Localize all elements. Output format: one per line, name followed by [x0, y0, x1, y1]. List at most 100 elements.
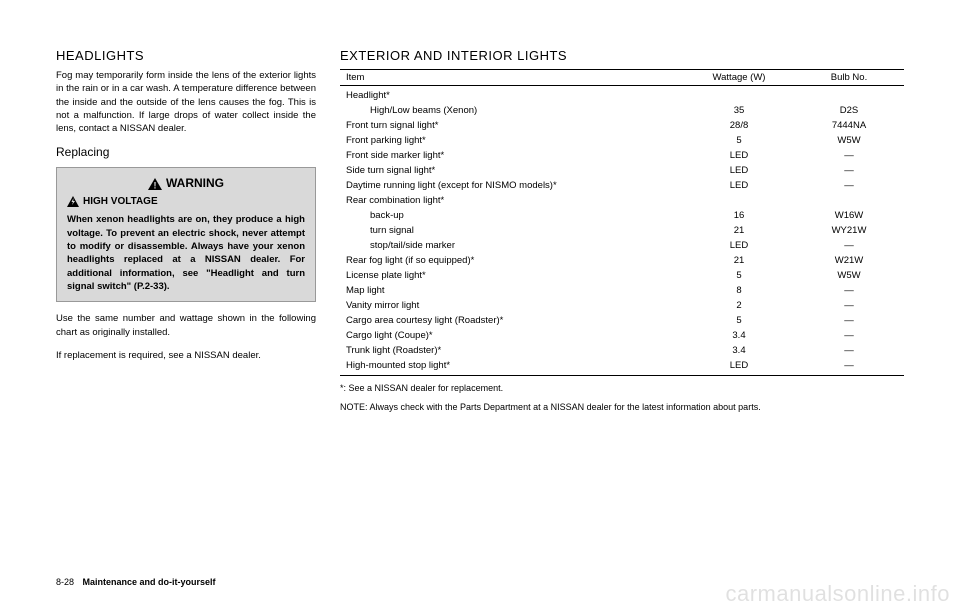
high-voltage-text: HIGH VOLTAGE	[83, 196, 158, 207]
table-row: Front turn signal light*28/87444NA	[340, 118, 904, 133]
table-row: Map light8—	[340, 283, 904, 298]
page-footer: 8-28 Maintenance and do-it-yourself	[56, 577, 216, 587]
cell-item: turn signal	[340, 223, 684, 238]
cell-item: Front side marker light*	[340, 148, 684, 163]
table-row: High/Low beams (Xenon)35D2S	[340, 103, 904, 118]
footer-title: Maintenance and do-it-yourself	[83, 577, 216, 587]
cell-item: Trunk light (Roadster)*	[340, 343, 684, 358]
cell-item: Side turn signal light*	[340, 163, 684, 178]
cell-item: Headlight*	[340, 86, 684, 104]
table-row: turn signal21WY21W	[340, 223, 904, 238]
cell-bulb: —	[794, 148, 904, 163]
table-row: Trunk light (Roadster)*3.4—	[340, 343, 904, 358]
cell-wattage: 2	[684, 298, 794, 313]
page-number: 8-28	[56, 577, 74, 587]
lights-table: Item Wattage (W) Bulb No. Headlight*High…	[340, 69, 904, 376]
cell-item: High/Low beams (Xenon)	[340, 103, 684, 118]
cell-bulb: W5W	[794, 268, 904, 283]
table-row: Cargo light (Coupe)*3.4—	[340, 328, 904, 343]
table-row: High-mounted stop light*LED—	[340, 358, 904, 376]
cell-wattage: LED	[684, 358, 794, 376]
cell-bulb	[794, 193, 904, 208]
cell-item: Rear combination light*	[340, 193, 684, 208]
table-row: back-up16W16W	[340, 208, 904, 223]
table-row: Front side marker light*LED—	[340, 148, 904, 163]
cell-item: Front parking light*	[340, 133, 684, 148]
footnote-2: NOTE: Always check with the Parts Depart…	[340, 401, 904, 414]
cell-wattage: 35	[684, 103, 794, 118]
table-row: Rear fog light (if so equipped)*21W21W	[340, 253, 904, 268]
right-column: EXTERIOR AND INTERIOR LIGHTS Item Wattag…	[340, 48, 904, 413]
cell-bulb: —	[794, 163, 904, 178]
cell-wattage: LED	[684, 148, 794, 163]
replacing-heading: Replacing	[56, 145, 316, 159]
warning-box: ! WARNING HIGH VOLTAGE When xenon headlig…	[56, 167, 316, 302]
table-row: Side turn signal light*LED—	[340, 163, 904, 178]
cell-bulb: —	[794, 328, 904, 343]
cell-bulb: —	[794, 343, 904, 358]
cell-wattage: 3.4	[684, 328, 794, 343]
cell-wattage: 5	[684, 313, 794, 328]
warning-title-text: WARNING	[166, 176, 224, 190]
table-row: Vanity mirror light2—	[340, 298, 904, 313]
cell-bulb: W16W	[794, 208, 904, 223]
table-row: License plate light*5W5W	[340, 268, 904, 283]
headlights-heading: HEADLIGHTS	[56, 48, 316, 63]
table-row: Daytime running light (except for NISMO …	[340, 178, 904, 193]
cell-bulb: —	[794, 238, 904, 253]
left-column: HEADLIGHTS Fog may temporarily form insi…	[56, 48, 316, 413]
cell-bulb: —	[794, 178, 904, 193]
cell-wattage: 5	[684, 268, 794, 283]
watermark: carmanualsonline.info	[725, 581, 950, 607]
page-content: HEADLIGHTS Fog may temporarily form insi…	[56, 48, 904, 413]
cell-bulb: D2S	[794, 103, 904, 118]
cell-item: Cargo area courtesy light (Roadster)*	[340, 313, 684, 328]
cell-wattage: LED	[684, 163, 794, 178]
cell-bulb	[794, 86, 904, 104]
cell-item: Vanity mirror light	[340, 298, 684, 313]
cell-bulb: —	[794, 298, 904, 313]
cell-wattage: 3.4	[684, 343, 794, 358]
cell-wattage: 16	[684, 208, 794, 223]
cell-wattage	[684, 193, 794, 208]
warning-title: ! WARNING	[67, 176, 305, 190]
cell-item: Map light	[340, 283, 684, 298]
warning-body-text: When xenon headlights are on, they produ…	[67, 213, 305, 293]
cell-wattage	[684, 86, 794, 104]
table-row: Rear combination light*	[340, 193, 904, 208]
cell-item: stop/tail/side marker	[340, 238, 684, 253]
table-header-row: Item Wattage (W) Bulb No.	[340, 70, 904, 86]
cell-item: Rear fog light (if so equipped)*	[340, 253, 684, 268]
replacing-para1: Use the same number and wattage shown in…	[56, 312, 316, 339]
table-row: Front parking light*5W5W	[340, 133, 904, 148]
cell-bulb: —	[794, 313, 904, 328]
cell-wattage: LED	[684, 238, 794, 253]
table-row: stop/tail/side markerLED—	[340, 238, 904, 253]
cell-bulb: W5W	[794, 133, 904, 148]
cell-item: Daytime running light (except for NISMO …	[340, 178, 684, 193]
cell-bulb: —	[794, 283, 904, 298]
table-row: Headlight*	[340, 86, 904, 104]
cell-item: back-up	[340, 208, 684, 223]
cell-bulb: WY21W	[794, 223, 904, 238]
cell-item: Cargo light (Coupe)*	[340, 328, 684, 343]
col-item: Item	[340, 70, 684, 86]
table-row: Cargo area courtesy light (Roadster)*5—	[340, 313, 904, 328]
cell-wattage: 8	[684, 283, 794, 298]
cell-bulb: —	[794, 358, 904, 376]
replacing-para2: If replacement is required, see a NISSAN…	[56, 349, 316, 362]
exterior-interior-heading: EXTERIOR AND INTERIOR LIGHTS	[340, 48, 904, 63]
high-voltage-icon	[67, 196, 79, 207]
cell-bulb: W21W	[794, 253, 904, 268]
cell-wattage: LED	[684, 178, 794, 193]
headlights-para1: Fog may temporarily form inside the lens…	[56, 69, 316, 135]
cell-wattage: 21	[684, 223, 794, 238]
high-voltage-label: HIGH VOLTAGE	[67, 196, 305, 207]
footnote-1: *: See a NISSAN dealer for replacement.	[340, 382, 904, 395]
svg-text:!: !	[154, 181, 157, 191]
cell-wattage: 28/8	[684, 118, 794, 133]
col-bulb: Bulb No.	[794, 70, 904, 86]
cell-item: High-mounted stop light*	[340, 358, 684, 376]
col-wattage: Wattage (W)	[684, 70, 794, 86]
warning-triangle-icon: !	[148, 178, 162, 190]
